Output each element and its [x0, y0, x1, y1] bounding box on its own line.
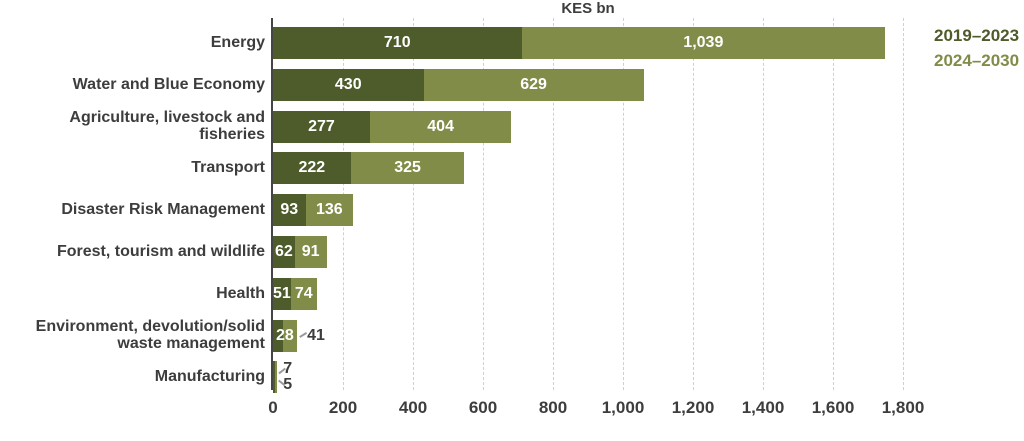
bar-segment-2024-2030: 629	[423, 68, 644, 101]
bar: 277 404	[273, 110, 512, 143]
bar-value-label: 62	[274, 243, 293, 260]
chart-row: Water and Blue Economy 430 629	[0, 68, 1024, 101]
bar-segment-2019-2023	[273, 361, 276, 394]
bar-value-label: 430	[334, 75, 362, 93]
gridline	[553, 18, 554, 390]
bar: 710 1,039	[273, 27, 886, 59]
plot-area: Energy 710 1,039 Water and Blue Economy 430 6…	[36, 18, 904, 394]
bar-segment-2019-2023	[273, 319, 283, 352]
bar-value-label: 710	[383, 34, 411, 51]
chart-row: Transport 222 325	[0, 152, 1024, 185]
chart-row: Agriculture, livestock and fisheries 277 4…	[0, 109, 1024, 143]
bar: 51 74	[273, 277, 317, 310]
x-tick-label: 200	[328, 398, 358, 417]
bar-segment-2024-2030: 91	[294, 236, 327, 268]
bar: 222 325	[273, 152, 465, 185]
gridline	[483, 18, 484, 390]
bar-value-label: 93	[280, 201, 299, 219]
bar-value-label: 136	[315, 201, 343, 219]
legend-item-2024-2030: 2024–2030	[934, 50, 1020, 70]
bar-segment-2019-2023: 93	[273, 194, 306, 227]
x-tick-label: 600	[468, 398, 498, 417]
x-tick-label: 0	[268, 398, 278, 417]
legend-item-2019-2023: 2019–2023	[934, 26, 1020, 45]
y-axis-line	[271, 18, 273, 390]
bar-value-label: 222	[298, 159, 326, 177]
category-label: Water and Blue Economy	[72, 75, 265, 93]
bar: 62 91	[273, 236, 327, 268]
bar-segment-2019-2023: 710	[273, 27, 522, 59]
chart-row: Environment, devolution/solid waste manag…	[0, 318, 1024, 352]
bar-segment-2024-2030: 325	[350, 152, 465, 185]
x-axis: 0 200 400 600 800 1,000 1,200 1,400 1,600 1,800	[268, 397, 924, 419]
bar-segment-2019-2023: 222	[273, 152, 351, 185]
bar-value-label: 325	[394, 159, 421, 177]
bar-value-label: 7	[283, 360, 293, 378]
category-label: Manufacturing	[154, 368, 265, 386]
bar-segment-2019-2023: 51	[273, 277, 291, 310]
gridline	[693, 18, 694, 390]
chart-row: Energy 710 1,039	[0, 27, 1024, 59]
x-tick-label: 400	[398, 398, 428, 417]
chart-title: KES bn	[561, 0, 615, 17]
chart-row: Disaster Risk Management 93 136	[0, 194, 1024, 227]
bar-segment-2024-2030: 74	[290, 277, 317, 310]
category-label: Transport	[191, 159, 265, 177]
bar-segment-2024-2030	[275, 361, 278, 394]
bar-value-label: 28	[276, 326, 294, 344]
bar: 93 136	[273, 194, 354, 227]
bar-value-label: 5	[283, 376, 293, 394]
x-tick-label: 800	[538, 398, 568, 417]
bar-value-label: 404	[427, 117, 454, 135]
gridline	[623, 18, 624, 390]
bar-segment-2019-2023: 277	[273, 110, 370, 143]
gridline	[763, 18, 764, 390]
category-label: Forest, tourism and wildlife	[56, 242, 265, 260]
bar-value-label: 74	[294, 284, 313, 302]
bar-segment-2019-2023: 430	[273, 68, 424, 101]
x-tick-label: 1,600	[811, 398, 855, 417]
label-leader-line	[299, 331, 307, 338]
bar-segment-2024-2030: 136	[305, 194, 354, 227]
bar: 430 629	[273, 68, 644, 101]
bar-segment-2024-2030	[282, 319, 298, 352]
x-tick-label: 1,800	[881, 398, 925, 417]
chart-row: Forest, tourism and wildlife 62 91	[0, 236, 1024, 268]
bar-segment-2019-2023: 62	[273, 236, 295, 268]
bar-value-label: 629	[520, 75, 547, 93]
gridline	[413, 18, 414, 390]
category-label: Health	[216, 284, 265, 302]
bar-value-label: 91	[301, 243, 320, 260]
category-label: Disaster Risk Management	[61, 200, 265, 218]
bar-segment-2024-2030: 1,039	[521, 27, 886, 59]
category-label: Energy	[210, 33, 265, 51]
gridline	[903, 18, 904, 390]
x-tick-label: 1,400	[741, 398, 785, 417]
x-tick-label: 1,000	[601, 398, 645, 417]
bar: 28 41	[273, 319, 325, 352]
gridline	[833, 18, 834, 390]
chart-row: Manufacturing 7 5	[0, 361, 1024, 394]
category-label: Agriculture, livestock and fisheries	[69, 109, 265, 143]
bar-value-label: 51	[273, 284, 291, 302]
chart-row: Health 51 74	[0, 277, 1024, 310]
legend: 2019–2023 2024–2030	[934, 24, 1019, 73]
bar-value-label: 277	[308, 117, 335, 135]
bar-value-label: 41	[307, 326, 325, 344]
bar-value-label: 1,039	[683, 34, 724, 51]
category-label: Environment, devolution/solid waste manag…	[35, 318, 265, 352]
bar-segment-2024-2030: 404	[369, 110, 512, 143]
x-tick-label: 1,200	[671, 398, 715, 417]
